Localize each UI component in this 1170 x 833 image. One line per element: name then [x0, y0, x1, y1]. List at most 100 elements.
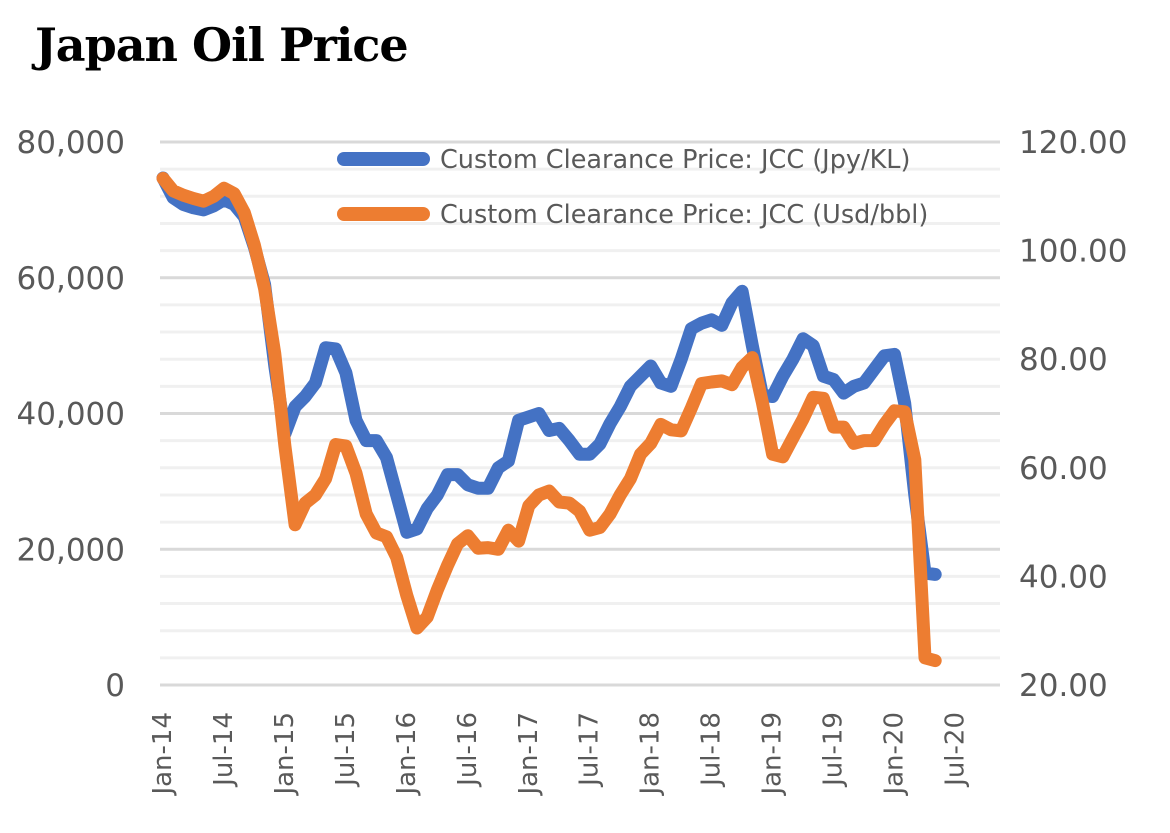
legend-item-jpy: Custom Clearance Price: JCC (Jpy/KL): [337, 145, 910, 175]
data-point-usd: [932, 658, 938, 664]
data-point-usd: [729, 382, 735, 388]
data-point-usd: [861, 438, 867, 444]
data-point-jpy: [638, 373, 644, 379]
x-axis: Jan-14 Jul-14 Jan-15 Jul-15 Jan-16 Jul-16 Jan-…: [148, 712, 970, 797]
data-point-jpy: [333, 346, 339, 352]
x-tick-label: Jan-18: [636, 712, 666, 797]
data-point-usd: [394, 554, 400, 560]
data-point-jpy: [831, 377, 837, 383]
data-point-usd: [902, 409, 908, 415]
data-point-jpy: [363, 438, 369, 444]
data-point-jpy: [424, 506, 430, 512]
x-tick-label: Jul-20: [940, 712, 970, 788]
data-point-jpy: [536, 411, 542, 417]
data-point-usd: [363, 511, 369, 517]
data-point-usd: [485, 545, 491, 551]
data-point-usd: [800, 416, 806, 422]
data-point-usd: [526, 503, 532, 509]
data-point-jpy: [851, 383, 857, 389]
data-point-usd: [272, 351, 278, 357]
data-point-usd: [770, 451, 776, 457]
data-point-usd: [495, 546, 501, 552]
data-point-jpy: [780, 373, 786, 379]
data-point-usd: [241, 210, 247, 216]
data-point-jpy: [434, 492, 440, 498]
data-point-jpy: [810, 343, 816, 349]
data-point-usd: [759, 400, 765, 406]
data-point-usd: [892, 408, 898, 414]
data-point-jpy: [698, 320, 704, 326]
y-left-tick-label: 60,000: [17, 261, 125, 297]
data-point-jpy: [892, 351, 898, 357]
data-point-usd: [475, 545, 481, 551]
data-point-usd: [668, 427, 674, 433]
data-point-jpy: [678, 356, 684, 362]
data-point-jpy: [587, 451, 593, 457]
data-point-usd: [587, 527, 593, 533]
data-point-usd: [384, 534, 390, 540]
data-point-jpy: [495, 465, 501, 471]
data-point-usd: [231, 191, 237, 197]
legend-label-usd: Custom Clearance Price: JCC (Usd/bbl): [440, 200, 928, 230]
chart-title: Japan Oil Price: [35, 18, 409, 72]
y-right-tick-label: 100.00: [1019, 234, 1127, 270]
data-point-jpy: [627, 383, 633, 389]
data-point-usd: [678, 428, 684, 434]
data-point-usd: [180, 192, 186, 198]
data-point-jpy: [648, 363, 654, 369]
data-point-jpy: [353, 417, 359, 423]
data-point-usd: [312, 492, 318, 498]
right-axis: 20.00 40.00 60.00 80.00 100.00 120.00: [1019, 125, 1127, 704]
y-right-tick-label: 40.00: [1019, 559, 1108, 595]
data-point-jpy: [749, 343, 755, 349]
x-tick-label: Jan-14: [148, 712, 178, 797]
data-point-jpy: [607, 421, 613, 427]
data-point-usd: [790, 435, 796, 441]
data-point-jpy: [658, 380, 664, 386]
data-point-usd: [211, 193, 217, 199]
data-point-jpy: [556, 425, 562, 431]
y-right-tick-label: 80.00: [1019, 342, 1108, 378]
x-tick-label: Jan-16: [392, 712, 422, 797]
data-point-usd: [353, 470, 359, 476]
data-point-jpy: [709, 317, 715, 323]
data-point-usd: [251, 242, 257, 248]
x-tick-label: Jul-14: [209, 712, 239, 788]
data-point-usd: [597, 525, 603, 531]
data-point-usd: [434, 587, 440, 593]
data-point-jpy: [312, 380, 318, 386]
data-point-usd: [505, 527, 511, 533]
data-point-usd: [739, 364, 745, 370]
data-point-usd: [719, 378, 725, 384]
data-point-usd: [912, 457, 918, 463]
data-point-jpy: [526, 414, 532, 420]
data-point-jpy: [444, 472, 450, 478]
data-point-usd: [221, 185, 227, 191]
x-tick-label: Jul-16: [453, 712, 483, 788]
data-point-jpy: [841, 390, 847, 396]
data-point-usd: [516, 538, 522, 544]
data-point-jpy: [414, 526, 420, 532]
data-point-jpy: [617, 404, 623, 410]
data-point-jpy: [881, 353, 887, 359]
x-tick-label: Jul-18: [697, 712, 727, 788]
data-point-jpy: [201, 207, 207, 213]
y-right-tick-label: 120.00: [1019, 125, 1127, 161]
data-point-usd: [373, 530, 379, 536]
data-point-jpy: [485, 485, 491, 491]
data-point-jpy: [577, 451, 583, 457]
data-point-jpy: [516, 417, 522, 423]
data-point-usd: [841, 424, 847, 430]
x-tick-label: Jan-20: [880, 712, 910, 797]
data-point-jpy: [292, 404, 298, 410]
data-point-jpy: [465, 482, 471, 488]
data-point-usd: [648, 440, 654, 446]
data-point-jpy: [455, 472, 461, 478]
data-point-usd: [170, 188, 176, 194]
data-point-usd: [831, 424, 837, 430]
x-tick-label: Jan-17: [514, 712, 544, 797]
legend-item-usd: Custom Clearance Price: JCC (Usd/bbl): [337, 200, 928, 230]
data-point-usd: [820, 395, 826, 401]
data-point-jpy: [668, 383, 674, 389]
data-point-usd: [556, 499, 562, 505]
